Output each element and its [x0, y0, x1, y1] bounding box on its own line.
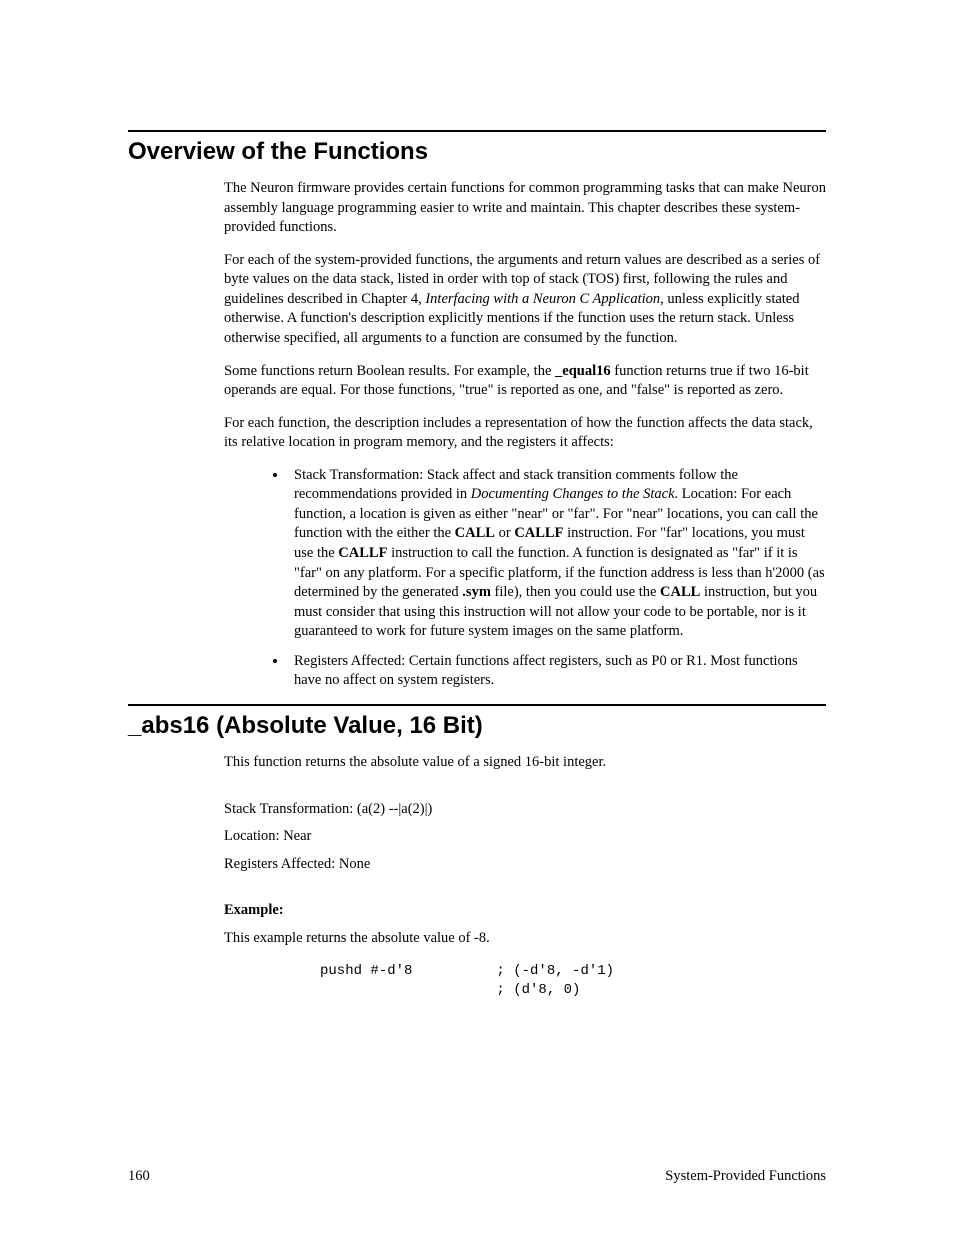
- overview-p4: For each function, the description inclu…: [224, 414, 826, 453]
- b1-f: file), then you could use the: [491, 584, 660, 600]
- page-content: Overview of the Functions The Neuron fir…: [0, 0, 954, 1050]
- b1-bold3: CALLF: [338, 545, 387, 561]
- overview-p3: Some functions return Boolean results. F…: [224, 362, 826, 401]
- abs16-body: This function returns the absolute value…: [128, 753, 826, 1000]
- code-block: pushd #-d'8 ; (-d'8, -d'1) ; (d'8, 0): [320, 962, 826, 1000]
- p2-italic: Interfacing with a Neuron C Application: [425, 291, 660, 307]
- bullet-stack-transformation: Stack Transformation: Stack affect and s…: [288, 466, 826, 642]
- overview-body: The Neuron firmware provides certain fun…: [224, 179, 826, 453]
- abs16-stack: Stack Transformation: (a(2) --|a(2)|): [224, 800, 826, 820]
- p3-part-a: Some functions return Boolean results. F…: [224, 363, 555, 379]
- page-number: 160: [128, 1168, 150, 1185]
- bullet-registers-affected: Registers Affected: Certain functions af…: [288, 652, 826, 691]
- overview-p1: The Neuron firmware provides certain fun…: [224, 179, 826, 238]
- footer-label: System-Provided Functions: [665, 1168, 826, 1185]
- section-title-overview: Overview of the Functions: [128, 130, 826, 166]
- abs16-location: Location: Near: [224, 827, 826, 847]
- page-footer: 160 System-Provided Functions: [128, 1168, 826, 1185]
- b1-c: or: [495, 525, 514, 541]
- abs16-registers: Registers Affected: None: [224, 855, 826, 875]
- example-text: This example returns the absolute value …: [224, 929, 826, 949]
- b1-bold2: CALLF: [514, 525, 563, 541]
- b1-italic: Documenting Changes to the Stack: [471, 486, 675, 502]
- section-title-abs16: _abs16 (Absolute Value, 16 Bit): [128, 704, 826, 740]
- abs16-desc: This function returns the absolute value…: [128, 753, 826, 773]
- p3-bold: _equal16: [555, 363, 611, 379]
- b1-bold1: CALL: [455, 525, 495, 541]
- b1-bold4: .sym: [462, 584, 491, 600]
- overview-p2: For each of the system-provided function…: [224, 251, 826, 349]
- overview-bullets: Stack Transformation: Stack affect and s…: [128, 466, 826, 691]
- b1-bold5: CALL: [660, 584, 700, 600]
- example-label: Example:: [224, 902, 826, 919]
